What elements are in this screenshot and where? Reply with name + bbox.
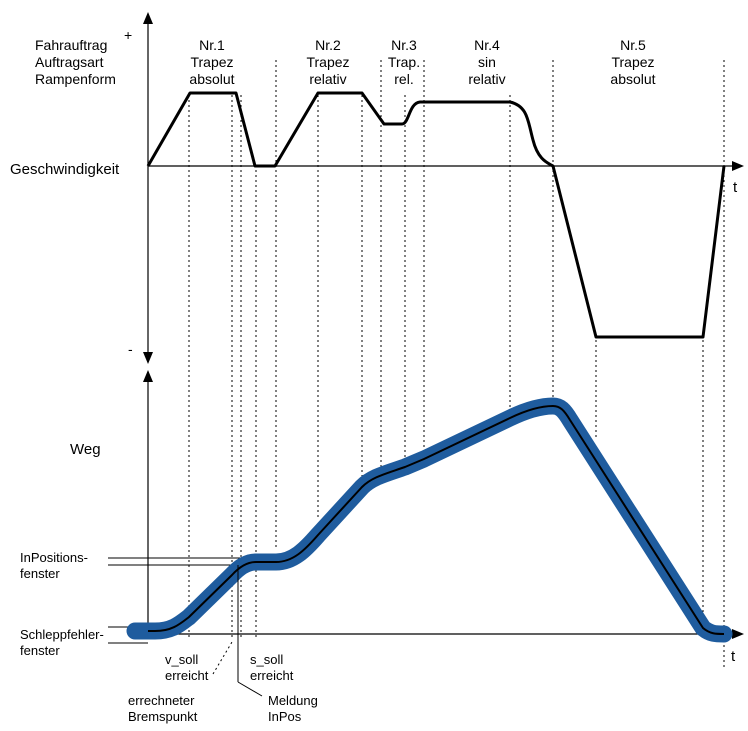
svg-text:relativ: relativ: [468, 71, 505, 87]
time-label-top: t: [733, 179, 738, 196]
svg-text:relativ: relativ: [309, 71, 346, 87]
guide-lines: [188, 60, 725, 675]
svg-text:sin: sin: [478, 54, 496, 70]
position-axis-label: Weg: [70, 441, 101, 458]
job-label-3: Nr.3 Trap. rel.: [388, 37, 420, 87]
velocity-plus-sign: +: [124, 27, 132, 43]
svg-text:Nr.5: Nr.5: [620, 37, 646, 53]
job-label-5: Nr.5 Trapez absolut: [610, 37, 655, 87]
velocity-axis-label: Geschwindigkeit: [10, 161, 120, 178]
svg-text:Nr.4: Nr.4: [474, 37, 500, 53]
svg-text:Trap.: Trap.: [388, 54, 420, 70]
v-soll-label-2: erreicht: [165, 668, 209, 683]
inpos-message-label-1: Meldung: [268, 693, 318, 708]
brakepoint-label-2: Bremspunkt: [128, 709, 198, 724]
velocity-minus-sign: -: [128, 341, 133, 357]
v-soll-label-1: v_soll: [165, 652, 198, 667]
brakepoint-label-1: errechneter: [128, 693, 195, 708]
header-rampenform: Rampenform: [35, 71, 116, 87]
svg-text:Nr.1: Nr.1: [199, 37, 225, 53]
inpos-window-label-2: fenster: [20, 566, 60, 581]
inpos-window-label-1: InPositions-: [20, 550, 88, 565]
job-label-2: Nr.2 Trapez relativ: [306, 37, 349, 87]
guide-brake-leader: [212, 641, 233, 675]
svg-text:Trapez: Trapez: [611, 54, 654, 70]
position-profile: [148, 405, 725, 635]
position-tolerance-band: [126, 397, 733, 643]
drag-window-label-2: fenster: [20, 643, 60, 658]
velocity-axis: [143, 12, 744, 364]
header-auftragsart: Auftragsart: [35, 54, 104, 70]
drag-window-label-1: Schleppfehler-: [20, 627, 104, 642]
svg-text:Trapez: Trapez: [306, 54, 349, 70]
svg-text:absolut: absolut: [610, 71, 655, 87]
job-label-1: Nr.1 Trapez absolut: [189, 37, 234, 87]
svg-text:rel.: rel.: [394, 71, 413, 87]
svg-text:absolut: absolut: [189, 71, 234, 87]
s-soll-label-2: erreicht: [250, 668, 294, 683]
svg-text:Nr.2: Nr.2: [315, 37, 341, 53]
svg-text:Trapez: Trapez: [190, 54, 233, 70]
header-fahrauftrag: Fahrauftrag: [35, 37, 107, 53]
job-label-4: Nr.4 sin relativ: [468, 37, 505, 87]
velocity-profile: [146, 91, 726, 339]
inpos-leader: [237, 565, 263, 697]
svg-text:Nr.3: Nr.3: [391, 37, 417, 53]
position-axis: [143, 370, 744, 639]
s-soll-label-1: s_soll: [250, 652, 283, 667]
time-label-bottom: t: [731, 648, 736, 665]
inpos-message-label-2: InPos: [268, 709, 302, 724]
